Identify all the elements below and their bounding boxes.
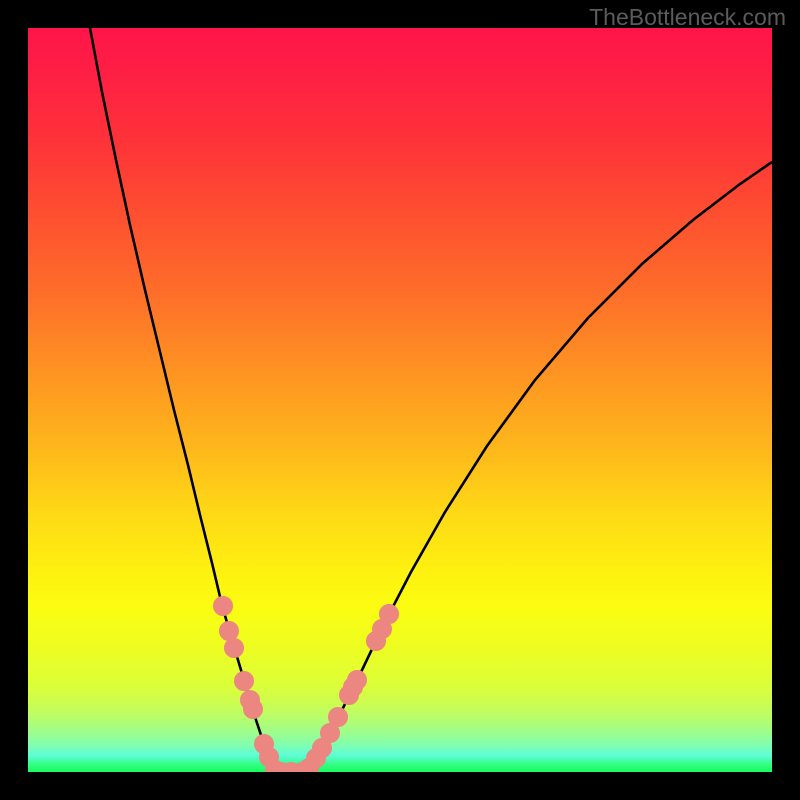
chart-svg (0, 0, 800, 800)
data-marker (214, 597, 233, 616)
chart-container: { "watermark": { "text": "TheBottleneck.… (0, 0, 800, 800)
data-marker (220, 622, 239, 641)
data-marker (329, 708, 348, 727)
data-marker (380, 605, 399, 624)
data-marker (235, 672, 254, 691)
data-marker (348, 671, 367, 690)
watermark-text: TheBottleneck.com (589, 4, 786, 31)
data-marker (225, 639, 244, 658)
data-marker (244, 700, 263, 719)
gradient-background (28, 28, 772, 772)
